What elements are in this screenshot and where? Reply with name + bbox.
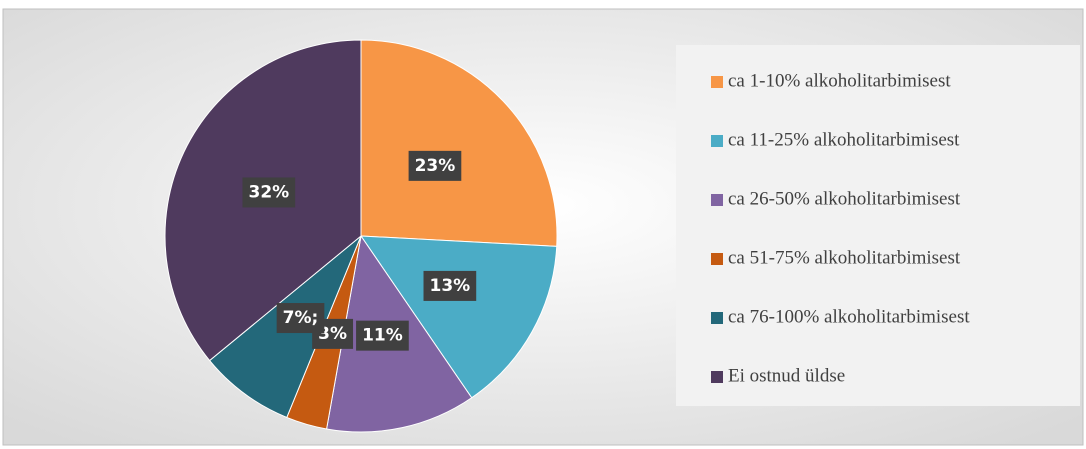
data-label-box <box>423 270 477 301</box>
legend-label: ca 1-10% alkoholitarbimisest <box>728 70 951 91</box>
legend-swatch <box>711 76 723 88</box>
legend-swatch <box>711 253 723 265</box>
legend-box <box>676 45 1080 406</box>
data-label: 13% <box>430 276 471 296</box>
data-label-box <box>356 320 409 351</box>
data-label: 32% <box>248 182 289 202</box>
pie-slice <box>360 39 558 247</box>
data-label: 23% <box>415 156 456 176</box>
legend-label: ca 76-100% alkoholitarbimisest <box>728 306 970 327</box>
data-label: 7%; <box>283 308 319 328</box>
legend-swatch <box>711 135 723 147</box>
legend-swatch <box>711 371 723 383</box>
data-label-box <box>242 177 296 208</box>
data-label: 3% <box>318 324 347 344</box>
legend-label: ca 11-25% alkoholitarbimisest <box>728 129 960 150</box>
legend-label: Ei ostnud üldse <box>728 365 845 386</box>
pie-slice <box>360 235 558 399</box>
legend-label: ca 51-75% alkoholitarbimisest <box>728 247 961 268</box>
legend-label: ca 26-50% alkoholitarbimisest <box>728 188 961 209</box>
data-label: 11% <box>362 326 403 346</box>
data-label-box <box>408 150 462 181</box>
legend-swatch <box>711 312 723 324</box>
legend-swatch <box>711 194 723 206</box>
data-label-box <box>276 303 325 334</box>
